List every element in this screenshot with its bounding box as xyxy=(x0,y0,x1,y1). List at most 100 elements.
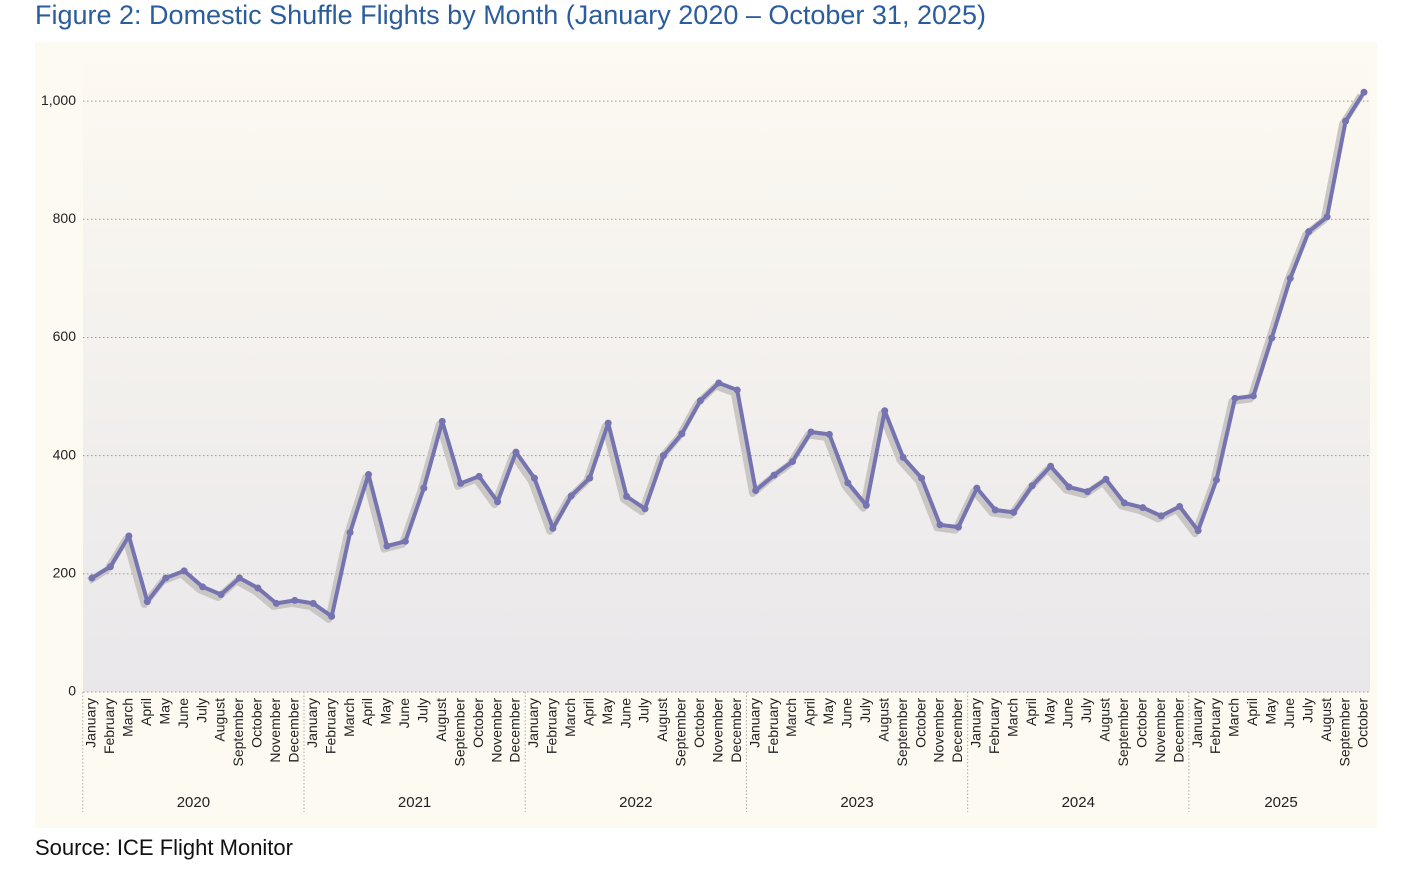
point xyxy=(1139,504,1147,512)
x-tick-label: September xyxy=(1336,698,1352,767)
x-tick-label: March xyxy=(562,698,578,737)
x-tick-label: November xyxy=(488,698,504,763)
point xyxy=(494,498,502,506)
x-tick-label: August xyxy=(212,698,228,742)
x-group-label: 2023 xyxy=(840,794,873,811)
point xyxy=(1249,392,1257,400)
point xyxy=(899,453,907,461)
point xyxy=(918,474,926,482)
x-tick-label: November xyxy=(709,698,725,763)
x-tick-label: May xyxy=(156,698,172,724)
x-tick-label: January xyxy=(304,698,320,748)
x-tick-label: February xyxy=(101,698,117,754)
point xyxy=(106,563,114,571)
x-tick-label: November xyxy=(1152,698,1168,763)
x-tick-label: July xyxy=(193,698,209,723)
x-tick-label: April xyxy=(802,698,818,726)
point xyxy=(143,598,151,606)
y-tick-label: 800 xyxy=(53,210,77,226)
point xyxy=(125,532,133,540)
point xyxy=(530,474,538,482)
x-tick-label: October xyxy=(249,698,265,748)
point xyxy=(567,492,575,500)
point xyxy=(1360,88,1368,96)
point xyxy=(1286,274,1294,282)
point xyxy=(604,419,612,427)
point xyxy=(1194,527,1202,535)
point xyxy=(346,528,354,536)
point xyxy=(1083,488,1091,496)
x-tick-label: March xyxy=(783,698,799,737)
x-tick-label: August xyxy=(875,698,891,742)
point xyxy=(254,584,262,592)
point xyxy=(272,599,280,607)
y-tick-label: 600 xyxy=(53,328,77,344)
y-tick-label: 0 xyxy=(68,683,76,699)
point xyxy=(1231,394,1239,402)
point xyxy=(844,479,852,487)
x-tick-label: March xyxy=(120,698,136,737)
x-tick-label: June xyxy=(396,698,412,729)
x-tick-label: May xyxy=(599,698,615,724)
x-tick-label: July xyxy=(857,698,873,723)
point xyxy=(770,471,778,479)
x-tick-label: February xyxy=(765,698,781,754)
x-tick-label: January xyxy=(968,698,984,748)
x-tick-label: April xyxy=(359,698,375,726)
point xyxy=(457,479,465,487)
x-tick-label: August xyxy=(654,698,670,742)
point xyxy=(789,458,797,466)
y-tick-label: 400 xyxy=(53,446,77,462)
point xyxy=(420,484,428,492)
y-tick-label: 1,000 xyxy=(41,92,76,108)
x-tick-label: September xyxy=(673,698,689,767)
point xyxy=(1120,499,1128,507)
chart-title: Figure 2: Domestic Shuffle Flights by Mo… xyxy=(35,0,986,30)
x-tick-label: July xyxy=(636,698,652,723)
point xyxy=(641,505,649,513)
point xyxy=(199,583,207,591)
point xyxy=(1047,462,1055,470)
x-group-label: 2022 xyxy=(619,794,652,811)
x-tick-label: December xyxy=(285,698,301,763)
point xyxy=(475,472,483,480)
x-tick-label: June xyxy=(1060,698,1076,729)
point xyxy=(512,448,520,456)
point xyxy=(586,474,594,482)
point xyxy=(752,487,760,494)
point xyxy=(1213,476,1221,484)
x-tick-label: February xyxy=(322,698,338,754)
x-tick-label: August xyxy=(1318,698,1334,742)
point xyxy=(807,428,815,436)
point xyxy=(1305,228,1313,236)
x-tick-label: December xyxy=(728,698,744,763)
point xyxy=(1342,117,1350,125)
point xyxy=(696,397,704,405)
point xyxy=(438,417,446,425)
point xyxy=(217,591,225,598)
x-tick-label: December xyxy=(1170,698,1186,763)
x-tick-label: August xyxy=(433,698,449,742)
line-shadow xyxy=(87,93,1364,623)
x-tick-label: October xyxy=(691,698,707,748)
x-tick-label: April xyxy=(138,698,154,726)
x-group-label: 2021 xyxy=(398,794,431,811)
point xyxy=(715,379,723,387)
x-tick-label: October xyxy=(1133,698,1149,748)
x-tick-label: February xyxy=(986,698,1002,754)
point xyxy=(291,596,299,604)
point xyxy=(235,574,243,582)
point xyxy=(991,506,999,514)
point xyxy=(309,599,317,607)
x-tick-label: October xyxy=(1355,698,1371,748)
x-tick-label: May xyxy=(378,698,394,724)
point xyxy=(881,407,889,415)
x-tick-label: June xyxy=(839,698,855,729)
x-tick-label: June xyxy=(1281,698,1297,729)
x-group-label: 2025 xyxy=(1264,794,1297,811)
y-tick-label: 200 xyxy=(53,565,77,581)
x-tick-label: May xyxy=(820,698,836,724)
point xyxy=(1028,482,1036,490)
